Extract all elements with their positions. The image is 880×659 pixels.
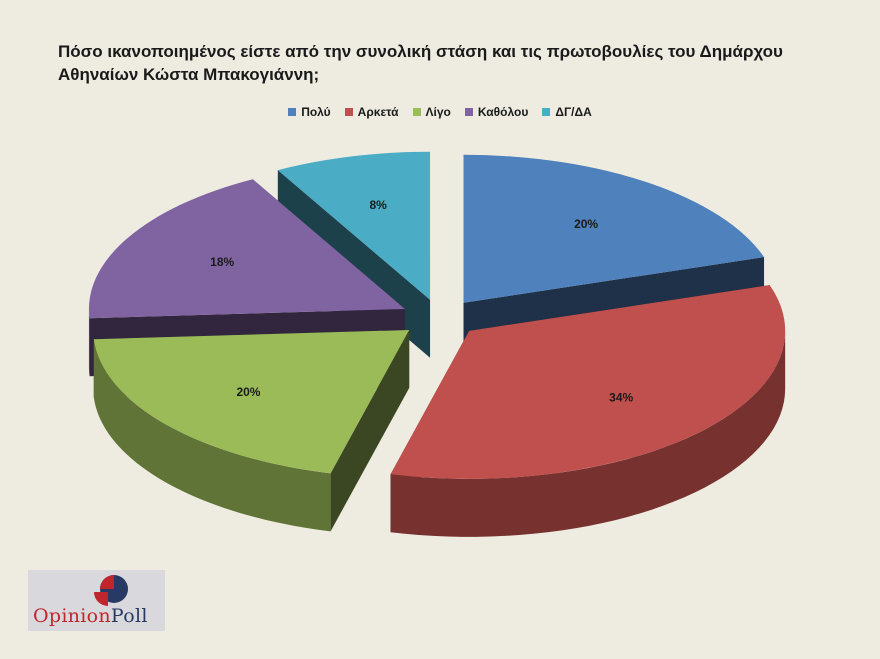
pie-slice-3-top (88, 179, 405, 319)
logo-text: OpinionPoll (33, 605, 148, 627)
chart-title-line-2: Αθηναίων Κώστα Μπακογιάννη; (58, 64, 320, 84)
legend-swatch-arketa (344, 108, 353, 116)
legend-label-arketa: Αρκετά (357, 105, 399, 119)
legend-label-ligo: Λίγο (425, 105, 451, 119)
logo-text-poll: Poll (110, 605, 148, 627)
legend-item-dgda: ΔΓ/ΔΑ (542, 105, 592, 119)
data-label-0: 20% (574, 217, 598, 231)
pie-slice-2-side (93, 339, 331, 532)
data-label-1: 34% (609, 391, 633, 405)
legend-swatch-katholou (464, 108, 473, 116)
pie-slice-1 (390, 285, 786, 537)
legend-swatch-dgda (542, 108, 551, 116)
pie-slice-1-side (390, 330, 786, 537)
legend-item-arketa: Αρκετά (344, 105, 399, 119)
legend-swatch-ligo (412, 108, 421, 116)
data-label-2: 20% (236, 385, 260, 399)
data-label-4: 8% (370, 198, 388, 212)
legend-item-ligo: Λίγο (412, 105, 451, 119)
legend-item-poly: Πολύ (288, 105, 331, 119)
legend-label-poly: Πολύ (301, 105, 331, 119)
logo-text-opinion: Opinion (33, 605, 111, 627)
pie-slice-3-side (88, 308, 90, 377)
legend-label-dgda: ΔΓ/ΔΑ (555, 105, 592, 119)
chart-legend: Πολύ Αρκετά Λίγο Καθόλου ΔΓ/ΔΑ (0, 105, 880, 119)
pie-slice-2-top (93, 329, 410, 474)
pie-slice-1-top (390, 285, 786, 479)
logo-emblem (94, 575, 128, 606)
legend-item-katholou: Καθόλου (464, 105, 529, 119)
chart-title-line-1: Πόσο ικανοποιημένος είστε από την συνολι… (58, 42, 783, 61)
pie-slice-0-top (463, 154, 765, 303)
opinionpoll-logo: OpinionPoll (28, 570, 165, 631)
pie-slice-2 (93, 329, 410, 532)
data-label-3: 18% (210, 255, 234, 269)
chart-title: Πόσο ικανοποιημένος είστε από την συνολι… (58, 41, 838, 87)
pie-slice-4-top (277, 151, 431, 300)
legend-swatch-poly (288, 108, 297, 116)
legend-label-katholou: Καθόλου (477, 105, 529, 119)
